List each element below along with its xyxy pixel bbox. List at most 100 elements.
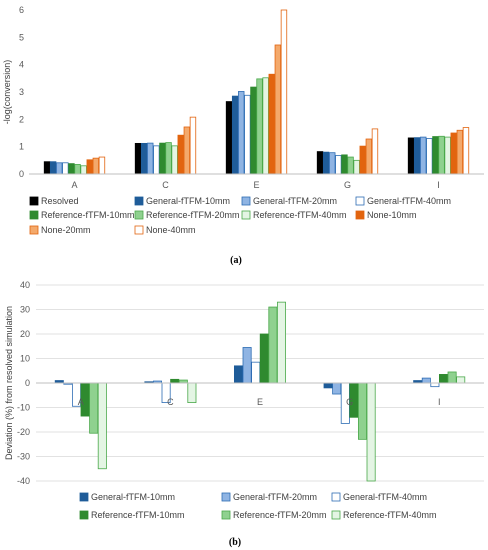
- legend-label: None-20mm: [41, 225, 91, 235]
- legend-label: Reference-fTFM-20mm: [233, 510, 327, 520]
- bar: [316, 151, 324, 175]
- bar: [56, 162, 63, 175]
- bar: [74, 164, 81, 175]
- bar: [430, 382, 440, 388]
- bar: [189, 116, 197, 175]
- legend-label: General-fTFM-20mm: [253, 196, 337, 206]
- bar: [371, 128, 379, 175]
- bar: [366, 382, 376, 482]
- legend-swatch: [79, 492, 89, 502]
- legend-swatch: [221, 492, 231, 502]
- bar: [322, 151, 330, 175]
- bar: [332, 382, 342, 395]
- bar: [171, 145, 178, 175]
- x-tick-label: A: [71, 180, 77, 190]
- bar: [225, 101, 233, 175]
- bar: [165, 142, 172, 175]
- bar: [238, 91, 245, 175]
- y-axis-label: Deviation (%) from resolved simulation: [4, 306, 14, 460]
- bar: [86, 159, 93, 175]
- x-tick-label: C: [167, 397, 174, 407]
- bar: [140, 142, 148, 175]
- legend-swatch: [29, 196, 39, 206]
- bar: [231, 95, 239, 175]
- y-tick-label: 30: [20, 305, 30, 315]
- bar: [438, 135, 445, 175]
- bar: [421, 377, 431, 384]
- legend-swatch: [134, 210, 144, 220]
- bar: [134, 142, 142, 175]
- bar: [170, 378, 180, 384]
- bar: [256, 78, 263, 175]
- x-tick-label: E: [253, 180, 259, 190]
- bar: [89, 382, 99, 434]
- bar: [413, 137, 421, 175]
- legend-label: Reference-fTFM-10mm: [91, 510, 185, 520]
- bar: [450, 132, 457, 175]
- y-tick-label: 0: [19, 169, 24, 179]
- legend-swatch: [241, 210, 251, 220]
- bar: [251, 361, 261, 384]
- bar: [420, 136, 427, 175]
- x-tick-label: E: [257, 397, 263, 407]
- legend-label: Reference-fTFM-20mm: [146, 210, 240, 220]
- y-tick-label: -20: [17, 427, 30, 437]
- y-tick-label: 20: [20, 329, 30, 339]
- y-tick-label: 0: [25, 378, 30, 388]
- y-tick-label: 2: [19, 114, 24, 124]
- bar: [426, 138, 433, 175]
- bar: [187, 382, 197, 404]
- bar: [242, 347, 252, 384]
- bar: [280, 9, 288, 175]
- bar: [365, 138, 373, 175]
- x-tick-label: A: [78, 397, 84, 407]
- legend-swatch: [331, 492, 341, 502]
- legend-label: General-fTFM-40mm: [343, 492, 427, 502]
- bar: [244, 94, 251, 175]
- bar: [341, 154, 348, 175]
- legend-swatch: [29, 225, 39, 235]
- bar: [359, 145, 366, 175]
- legend-swatch: [134, 225, 144, 235]
- bar: [259, 333, 269, 384]
- y-tick-label: -30: [17, 452, 30, 462]
- y-tick-label: -10: [17, 403, 30, 413]
- x-tick-label: I: [438, 397, 441, 407]
- bar: [177, 134, 184, 175]
- bar: [80, 165, 87, 175]
- chart-b: 40 30 20 10 0 -10 -20 -30 -40 A C E G I Deviation (%) …: [4, 280, 484, 548]
- bar: [456, 376, 466, 384]
- bar: [250, 86, 257, 175]
- legend-label: Reference-fTFM-40mm: [343, 510, 437, 520]
- bar: [153, 145, 160, 175]
- x-tick-label: G: [346, 397, 353, 407]
- bar: [447, 371, 457, 384]
- bar: [92, 157, 100, 175]
- legend-swatch: [29, 210, 39, 220]
- bar: [407, 137, 415, 175]
- y-tick-label: 5: [19, 32, 24, 42]
- x-tick-label: C: [162, 180, 169, 190]
- legend-swatch: [331, 510, 341, 520]
- bar: [456, 129, 464, 175]
- y-tick-label: 10: [20, 354, 30, 364]
- legend-label: Reference-fTFM-40mm: [253, 210, 347, 220]
- bar: [97, 382, 107, 470]
- y-tick-label: -40: [17, 476, 30, 486]
- bar: [357, 382, 367, 440]
- y-tick-label: 6: [19, 5, 24, 15]
- legend-swatch: [355, 196, 365, 206]
- bar: [233, 365, 243, 384]
- bar: [147, 142, 154, 175]
- legend-swatch: [355, 210, 365, 220]
- bar: [98, 156, 106, 175]
- bar: [274, 44, 282, 175]
- legend-swatch: [79, 510, 89, 520]
- legend-label: None-40mm: [146, 225, 196, 235]
- bar: [268, 73, 275, 175]
- bar: [462, 127, 470, 175]
- legend-label: General-fTFM-10mm: [91, 492, 175, 502]
- bar: [444, 136, 451, 175]
- bar: [329, 152, 336, 175]
